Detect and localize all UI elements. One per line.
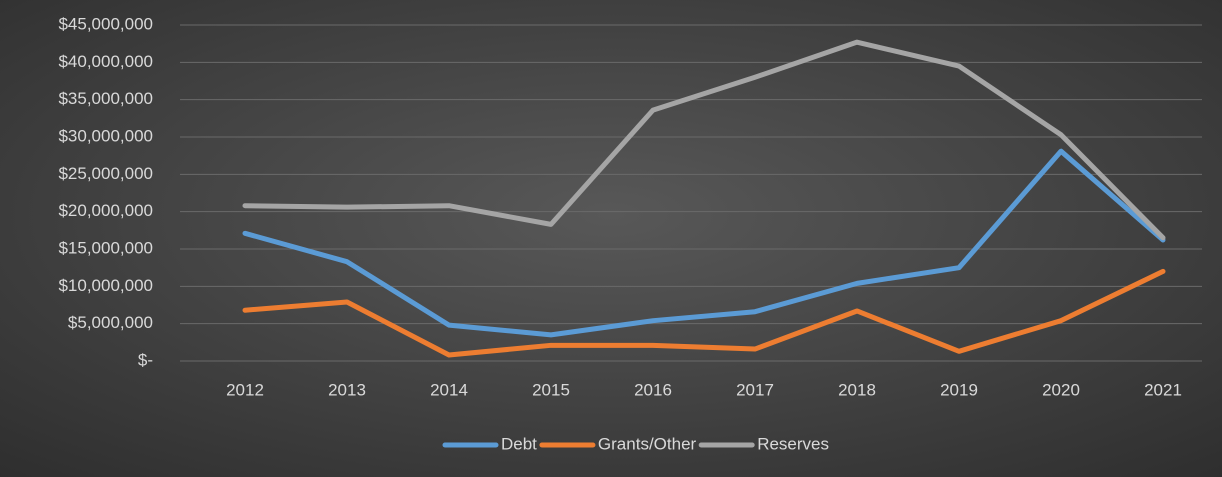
x-tick-label: 2019 <box>940 380 978 399</box>
x-tick-label: 2017 <box>736 380 774 399</box>
series-line <box>242 148 1166 338</box>
legend-label: Reserves <box>757 434 829 453</box>
series-line <box>242 39 1166 241</box>
y-tick-label: $45,000,000 <box>58 14 153 33</box>
y-tick-label: $35,000,000 <box>58 89 153 108</box>
series-line <box>242 268 1166 358</box>
legend-label: Debt <box>501 434 537 453</box>
y-tick-label: $15,000,000 <box>58 238 153 257</box>
x-tick-label: 2014 <box>430 380 468 399</box>
x-tick-label: 2020 <box>1042 380 1080 399</box>
y-tick-label: $5,000,000 <box>68 313 153 332</box>
x-tick-label: 2016 <box>634 380 672 399</box>
x-tick-label: 2015 <box>532 380 570 399</box>
x-tick-label: 2012 <box>226 380 264 399</box>
y-tick-label: $10,000,000 <box>58 276 153 295</box>
x-tick-label: 2021 <box>1144 380 1182 399</box>
x-tick-label: 2018 <box>838 380 876 399</box>
x-tick-label: 2013 <box>328 380 366 399</box>
legend-label: Grants/Other <box>598 434 697 453</box>
y-tick-label: $20,000,000 <box>58 201 153 220</box>
y-tick-label: $30,000,000 <box>58 126 153 145</box>
y-tick-label: $25,000,000 <box>58 164 153 183</box>
y-tick-label: $- <box>138 350 153 369</box>
y-tick-label: $40,000,000 <box>58 52 153 71</box>
